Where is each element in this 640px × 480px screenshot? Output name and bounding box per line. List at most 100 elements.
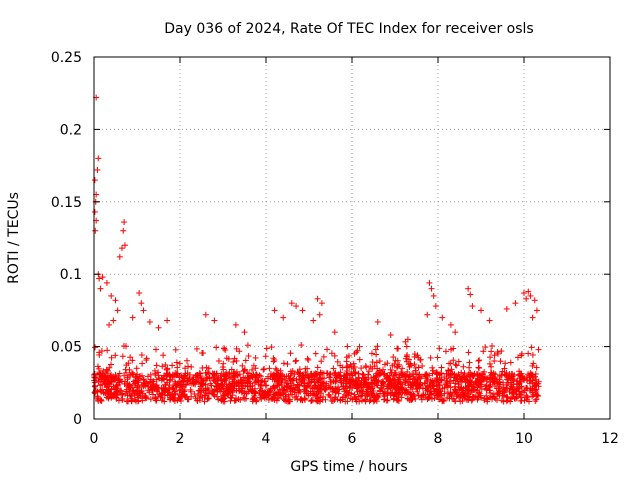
data-point: [226, 369, 233, 376]
data-point: [422, 380, 429, 387]
data-point: [503, 305, 510, 312]
data-point: [104, 347, 111, 354]
data-point: [386, 373, 393, 380]
data-point: [116, 370, 123, 377]
data-point: [531, 297, 538, 304]
data-point: [523, 295, 530, 302]
data-point: [293, 393, 300, 400]
data-point: [160, 376, 167, 383]
data-point: [487, 394, 494, 401]
data-point: [259, 393, 266, 400]
data-point: [415, 383, 422, 390]
data-point: [123, 369, 130, 376]
data-point: [434, 376, 441, 383]
data-point: [441, 374, 448, 381]
data-point: [354, 380, 361, 387]
data-point: [476, 365, 483, 372]
data-point: [351, 350, 358, 357]
data-point: [151, 394, 158, 401]
x-tick-label: 8: [434, 431, 443, 447]
data-point: [441, 384, 448, 391]
data-point: [374, 378, 381, 385]
data-point: [153, 362, 160, 369]
data-point: [284, 383, 291, 390]
data-point: [455, 381, 462, 388]
data-point: [460, 363, 467, 370]
data-points: [91, 94, 542, 405]
data-point: [379, 378, 386, 385]
data-point: [396, 361, 403, 368]
data-point: [380, 366, 387, 373]
data-point: [457, 376, 464, 383]
y-tick-label: 0: [73, 412, 82, 428]
data-point: [204, 395, 211, 402]
data-point: [445, 367, 452, 374]
data-point: [331, 396, 338, 403]
data-point: [302, 369, 309, 376]
data-point: [387, 332, 394, 339]
data-point: [312, 350, 319, 357]
data-point: [491, 357, 498, 364]
data-point: [95, 378, 102, 385]
data-point: [407, 360, 414, 367]
data-point: [391, 361, 398, 368]
data-point: [200, 350, 207, 357]
data-point: [508, 395, 515, 402]
data-point: [404, 336, 411, 343]
data-point: [511, 372, 518, 379]
data-point: [341, 388, 348, 395]
data-point: [191, 390, 198, 397]
data-point: [476, 357, 483, 364]
data-point: [264, 392, 271, 399]
data-point: [94, 166, 101, 173]
data-point: [330, 378, 337, 385]
data-point: [365, 368, 372, 375]
data-point: [480, 348, 487, 355]
data-point: [280, 314, 287, 321]
data-point: [304, 383, 311, 390]
data-point: [322, 387, 329, 394]
data-point: [215, 357, 222, 364]
data-point: [438, 370, 445, 377]
data-point: [384, 397, 391, 404]
data-point: [305, 392, 312, 399]
data-point: [346, 375, 353, 382]
data-point: [426, 372, 433, 379]
data-point: [299, 307, 306, 314]
data-point: [426, 279, 433, 286]
data-point: [282, 377, 289, 384]
data-point: [143, 357, 150, 364]
data-point: [419, 385, 426, 392]
data-point: [289, 391, 296, 398]
data-point: [348, 390, 355, 397]
data-point: [356, 388, 363, 395]
data-point: [108, 292, 115, 299]
data-point: [356, 356, 363, 363]
data-point: [467, 291, 474, 298]
data-point: [398, 369, 405, 376]
data-point: [125, 360, 132, 367]
data-point: [123, 398, 130, 405]
data-point: [272, 373, 279, 380]
data-point: [262, 353, 269, 360]
data-point: [218, 377, 225, 384]
data-point: [270, 390, 277, 397]
data-point: [297, 397, 304, 404]
data-point: [411, 378, 418, 385]
data-point: [393, 396, 400, 403]
data-point: [161, 398, 168, 405]
data-point: [235, 380, 242, 387]
data-point: [98, 348, 105, 355]
data-point: [164, 317, 171, 324]
data-point: [182, 394, 189, 401]
data-point: [314, 378, 321, 385]
data-point: [286, 396, 293, 403]
data-point: [504, 385, 511, 392]
data-point: [402, 379, 409, 386]
data-point: [129, 357, 136, 364]
data-point: [530, 374, 537, 381]
data-point: [132, 380, 139, 387]
data-point: [438, 377, 445, 384]
data-point: [428, 380, 435, 387]
data-point: [377, 388, 384, 395]
